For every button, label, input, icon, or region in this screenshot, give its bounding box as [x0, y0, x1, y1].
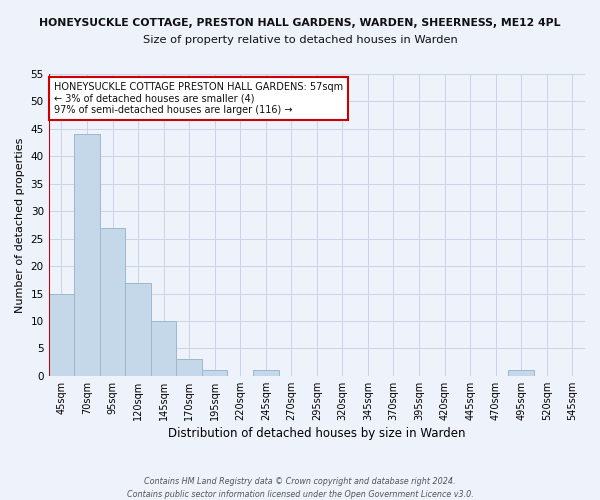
Bar — [253, 370, 278, 376]
Bar — [151, 321, 176, 376]
Bar — [508, 370, 534, 376]
Text: HONEYSUCKLE COTTAGE, PRESTON HALL GARDENS, WARDEN, SHEERNESS, ME12 4PL: HONEYSUCKLE COTTAGE, PRESTON HALL GARDEN… — [39, 18, 561, 28]
Bar — [74, 134, 100, 376]
Text: Size of property relative to detached houses in Warden: Size of property relative to detached ho… — [143, 35, 457, 45]
Text: Contains public sector information licensed under the Open Government Licence v3: Contains public sector information licen… — [127, 490, 473, 499]
Y-axis label: Number of detached properties: Number of detached properties — [15, 137, 25, 312]
Bar — [202, 370, 227, 376]
Bar — [176, 360, 202, 376]
X-axis label: Distribution of detached houses by size in Warden: Distribution of detached houses by size … — [168, 427, 466, 440]
Text: Contains HM Land Registry data © Crown copyright and database right 2024.: Contains HM Land Registry data © Crown c… — [144, 478, 456, 486]
Bar — [100, 228, 125, 376]
Bar — [49, 294, 74, 376]
Bar — [125, 282, 151, 376]
Text: HONEYSUCKLE COTTAGE PRESTON HALL GARDENS: 57sqm
← 3% of detached houses are smal: HONEYSUCKLE COTTAGE PRESTON HALL GARDENS… — [54, 82, 343, 114]
